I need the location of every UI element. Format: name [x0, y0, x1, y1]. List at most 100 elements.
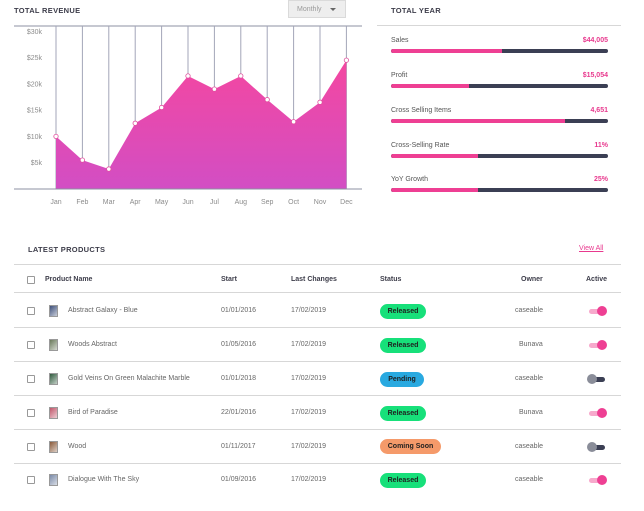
total-year-item: Sales $44,005: [391, 37, 608, 57]
total-year-progress-fill: [391, 84, 470, 88]
chevron-down-icon: [330, 8, 336, 11]
product-name[interactable]: Gold Veins On Green Malachite Marble: [68, 375, 190, 382]
start-date: 01/01/2016: [221, 307, 257, 314]
active-toggle[interactable]: [589, 306, 607, 316]
select-all-checkbox[interactable]: [27, 276, 35, 284]
total-year-label: Cross Selling Items: [391, 107, 452, 114]
owner: caseable: [515, 307, 544, 314]
product-thumbnail: [49, 373, 58, 385]
data-point-oct[interactable]: [290, 119, 297, 125]
start-date: 01/09/2016: [221, 476, 257, 483]
x-tick-label: Jun: [182, 199, 193, 206]
data-point-aug[interactable]: [238, 73, 244, 79]
product-thumbnail: [49, 339, 58, 351]
view-all-link[interactable]: View All: [579, 245, 604, 252]
active-toggle[interactable]: [587, 374, 605, 384]
revenue-title: TOTAL REVENUE: [14, 6, 81, 15]
x-tick-label: Jan: [50, 199, 61, 206]
data-point-feb[interactable]: [79, 157, 86, 163]
product-thumbnail: [49, 407, 58, 419]
total-year-progress: [391, 119, 608, 123]
row-checkbox[interactable]: [27, 443, 35, 451]
total-year-divider: [377, 25, 621, 26]
product-name[interactable]: Abstract Galaxy - Blue: [68, 307, 138, 314]
total-year-value: $15,054: [582, 72, 608, 79]
column-header-owner[interactable]: Owner: [521, 276, 543, 283]
total-year-progress-fill: [391, 154, 478, 158]
row-checkbox[interactable]: [27, 307, 35, 315]
active-toggle[interactable]: [589, 475, 607, 485]
product-name[interactable]: Wood: [68, 443, 87, 450]
owner: Bunava: [519, 409, 543, 416]
total-year-value: 11%: [594, 142, 608, 149]
data-point-dec[interactable]: [343, 57, 349, 63]
x-tick-label: Feb: [76, 199, 88, 206]
x-tick-label: Apr: [130, 199, 142, 206]
data-point-jan[interactable]: [53, 133, 59, 140]
y-tick-label: $5k: [31, 160, 43, 167]
total-year-progress: [391, 188, 608, 192]
status-badge: Released: [380, 304, 426, 319]
status-badge: Released: [380, 338, 426, 353]
owner: caseable: [515, 375, 544, 382]
row-checkbox[interactable]: [27, 409, 35, 417]
column-header-name[interactable]: Product Name: [45, 276, 93, 283]
data-point-sep[interactable]: [264, 97, 270, 103]
product-thumbnail: [49, 474, 58, 486]
product-name[interactable]: Bird of Paradise: [68, 409, 118, 416]
start-date: 01/01/2018: [221, 375, 257, 382]
status-badge: Pending: [380, 372, 424, 387]
total-year-title: TOTAL YEAR: [391, 6, 441, 15]
row-checkbox[interactable]: [27, 341, 35, 349]
y-tick-label: $15k: [27, 108, 43, 115]
column-header-active[interactable]: Active: [586, 276, 608, 283]
x-tick-label: Nov: [314, 199, 327, 206]
total-year-label: Cross-Selling Rate: [391, 142, 450, 149]
data-point-apr[interactable]: [132, 120, 138, 126]
status-badge: Coming Soon: [380, 439, 441, 454]
column-header-last-changes[interactable]: Last Changes: [291, 276, 337, 283]
total-year-progress: [391, 49, 608, 53]
total-year-progress-fill: [391, 188, 478, 192]
row-checkbox[interactable]: [27, 476, 35, 484]
total-year-progress: [391, 84, 608, 88]
total-year-progress: [391, 154, 608, 158]
data-point-may[interactable]: [159, 104, 165, 111]
data-point-mar[interactable]: [106, 166, 112, 172]
total-year-item: YoY Growth 25%: [391, 176, 608, 196]
row-divider: [14, 361, 621, 362]
y-tick-label: $30k: [27, 29, 43, 36]
row-checkbox[interactable]: [27, 375, 35, 383]
last-changes-date: 17/02/2019: [291, 443, 327, 450]
total-year-value: 25%: [593, 176, 608, 183]
toggle-knob: [587, 374, 597, 384]
table-header-divider: [14, 292, 621, 293]
total-year-progress-fill: [391, 119, 565, 123]
total-year-label: Sales: [391, 37, 409, 44]
active-toggle[interactable]: [589, 340, 607, 350]
toggle-knob: [587, 442, 597, 452]
column-header-start[interactable]: Start: [221, 276, 237, 283]
product-thumbnail: [49, 305, 58, 317]
x-tick-label: Jul: [210, 199, 219, 206]
last-changes-date: 17/02/2019: [291, 307, 327, 314]
total-year-item: Profit $15,054: [391, 72, 608, 92]
row-divider: [14, 395, 621, 396]
products-divider: [14, 264, 621, 265]
y-tick-label: $20k: [27, 81, 43, 88]
product-name[interactable]: Dialogue With The Sky: [68, 476, 140, 483]
column-header-status[interactable]: Status: [380, 276, 402, 283]
x-tick-label: May: [155, 199, 169, 206]
period-dropdown[interactable]: Monthly: [288, 0, 346, 18]
period-dropdown-label: Monthly: [297, 5, 322, 13]
active-toggle[interactable]: [587, 442, 605, 452]
products-title: LATEST PRODUCTS: [28, 245, 106, 254]
product-name[interactable]: Woods Abstract: [68, 341, 117, 348]
data-point-jun[interactable]: [185, 73, 191, 79]
total-year-item: Cross Selling Items 4,651: [391, 107, 608, 127]
active-toggle[interactable]: [589, 408, 607, 418]
y-tick-label: $25k: [27, 55, 43, 62]
data-point-nov[interactable]: [317, 99, 323, 105]
product-thumbnail: [49, 441, 58, 453]
data-point-jul[interactable]: [211, 86, 217, 92]
